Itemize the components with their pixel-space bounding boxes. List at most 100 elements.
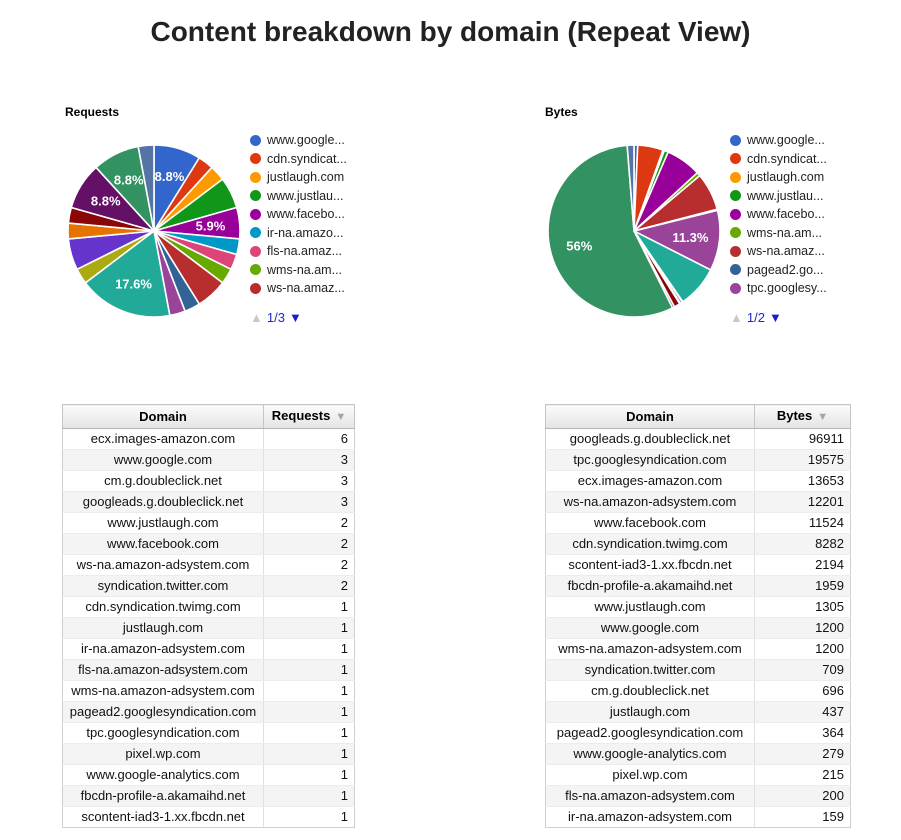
domain-cell: www.facebook.com [545,512,755,534]
legend-item[interactable]: pagead2.go... [730,261,827,280]
value-cell: 364 [754,722,851,744]
domain-cell: www.facebook.com [62,533,264,555]
bytes-legend: www.google... cdn.syndicat... justlaugh.co… [730,131,827,298]
table-row: scontent-iad3-1.xx.fbcdn.net 2194 [545,554,851,576]
legend-item-label: www.justlau... [267,188,344,203]
pie-slice[interactable] [547,144,674,318]
legend-color-swatch-icon [730,208,741,220]
domain-cell: ws-na.amazon-adsystem.com [62,554,264,576]
legend-color-swatch-icon [730,171,741,183]
domain-cell: tpc.googlesyndication.com [545,449,755,471]
legend-item[interactable]: cdn.syndicat... [730,150,827,169]
bytes-pie-chart[interactable]: 11.3% 56% [539,136,729,326]
value-cell: 8282 [754,533,851,555]
legend-item-label: cdn.syndicat... [747,151,827,166]
legend-item[interactable]: justlaugh.com [250,168,347,187]
domain-cell: fls-na.amazon-adsystem.com [545,785,755,807]
legend-page-up-icon[interactable]: ▲ [250,310,263,325]
value-cell: 6 [263,428,355,450]
table-row: pagead2.googlesyndication.com 364 [545,722,851,744]
requests-column-header[interactable]: Requests ▼ [263,404,355,429]
domain-cell: scontent-iad3-1.xx.fbcdn.net [62,806,264,828]
value-cell: 1959 [754,575,851,597]
legend-item-label: www.google... [747,133,825,148]
table-row: www.justlaugh.com 1305 [545,596,851,618]
table-row: www.google-analytics.com 1 [62,764,355,786]
legend-item[interactable]: fls-na.amaz... [250,242,347,261]
legend-item-label: www.facebo... [747,207,825,222]
value-cell: 3 [263,449,355,471]
legend-item-label: tpc.googlesy... [747,281,827,296]
value-cell: 1200 [754,638,851,660]
legend-item-label: www.facebo... [267,207,345,222]
value-cell: 2 [263,533,355,555]
legend-item-label: cdn.syndicat... [267,151,347,166]
table-row: ir-na.amazon-adsystem.com 159 [545,806,851,828]
legend-color-swatch-icon [250,208,261,220]
value-cell: 215 [754,764,851,786]
legend-item-label: pagead2.go... [747,262,824,277]
legend-item[interactable]: www.facebo... [730,205,827,224]
table-row: fbcdn-profile-a.akamaihd.net 1 [62,785,355,807]
table-row: www.facebook.com 11524 [545,512,851,534]
table-row: cm.g.doubleclick.net 3 [62,470,355,492]
domain-column-header[interactable]: Domain [545,404,755,429]
legend-item[interactable]: ws-na.amaz... [730,242,827,261]
table-row: scontent-iad3-1.xx.fbcdn.net 1 [62,806,355,828]
pie-slice[interactable] [626,144,635,232]
value-cell: 159 [754,806,851,828]
legend-item-label: ws-na.amaz... [747,244,825,259]
value-cell: 1 [263,680,355,702]
legend-item[interactable]: cdn.syndicat... [250,150,347,169]
legend-color-swatch-icon [730,264,741,276]
domain-cell: justlaugh.com [62,617,264,639]
pie-slice-percentage-label: 8.8% [114,173,144,188]
domain-cell: googleads.g.doubleclick.net [62,491,264,513]
legend-item[interactable]: tpc.googlesy... [730,279,827,298]
value-cell: 709 [754,659,851,681]
domain-cell: cm.g.doubleclick.net [545,680,755,702]
legend-color-swatch-icon [730,190,741,202]
domain-cell: fbcdn-profile-a.akamaihd.net [62,785,264,807]
legend-item[interactable]: justlaugh.com [730,168,827,187]
table-row: tpc.googlesyndication.com 19575 [545,449,851,471]
legend-item-label: ir-na.amazo... [267,225,344,240]
bytes-column-header[interactable]: Bytes ▼ [754,404,851,429]
value-cell: 1305 [754,596,851,618]
domain-cell: googleads.g.doubleclick.net [545,428,755,450]
table-row: ws-na.amazon-adsystem.com 2 [62,554,355,576]
legend-page-down-icon[interactable]: ▼ [288,310,302,325]
legend-item[interactable]: ws-na.amaz... [250,279,347,298]
domain-cell: pixel.wp.com [545,764,755,786]
legend-color-swatch-icon [730,245,741,257]
legend-item-label: justlaugh.com [747,170,825,185]
legend-color-swatch-icon [730,153,741,165]
table-row: googleads.g.doubleclick.net 3 [62,491,355,513]
legend-item[interactable]: www.google... [250,131,347,150]
legend-page-up-icon[interactable]: ▲ [730,310,743,325]
table-row: fbcdn-profile-a.akamaihd.net 1959 [545,575,851,597]
legend-item[interactable]: www.justlau... [730,187,827,206]
value-cell: 1200 [754,617,851,639]
value-cell: 437 [754,701,851,723]
table-row: cm.g.doubleclick.net 696 [545,680,851,702]
legend-item[interactable]: www.justlau... [250,187,347,206]
legend-item[interactable]: www.google... [730,131,827,150]
domain-cell: ir-na.amazon-adsystem.com [62,638,264,660]
pie-slice-percentage-label: 11.3% [672,230,709,245]
legend-item[interactable]: ir-na.amazo... [250,224,347,243]
sort-desc-icon: ▼ [335,411,347,423]
requests-pie-chart[interactable]: 8.8% 5.9% 17.6% 8.8% 8.8% [59,136,249,326]
table-row: syndication.twitter.com 709 [545,659,851,681]
legend-item[interactable]: www.facebo... [250,205,347,224]
legend-page-down-icon[interactable]: ▼ [768,310,782,325]
legend-page-indicator: 1/2 [746,310,765,325]
legend-item[interactable]: wms-na.am... [730,224,827,243]
table-row: syndication.twitter.com 2 [62,575,355,597]
domain-column-header[interactable]: Domain [62,404,264,429]
pie-slice[interactable] [84,230,171,318]
pie-slice[interactable] [137,144,155,232]
table-row: pagead2.googlesyndication.com 1 [62,701,355,723]
table-row: justlaugh.com 437 [545,701,851,723]
legend-item[interactable]: wms-na.am... [250,261,347,280]
